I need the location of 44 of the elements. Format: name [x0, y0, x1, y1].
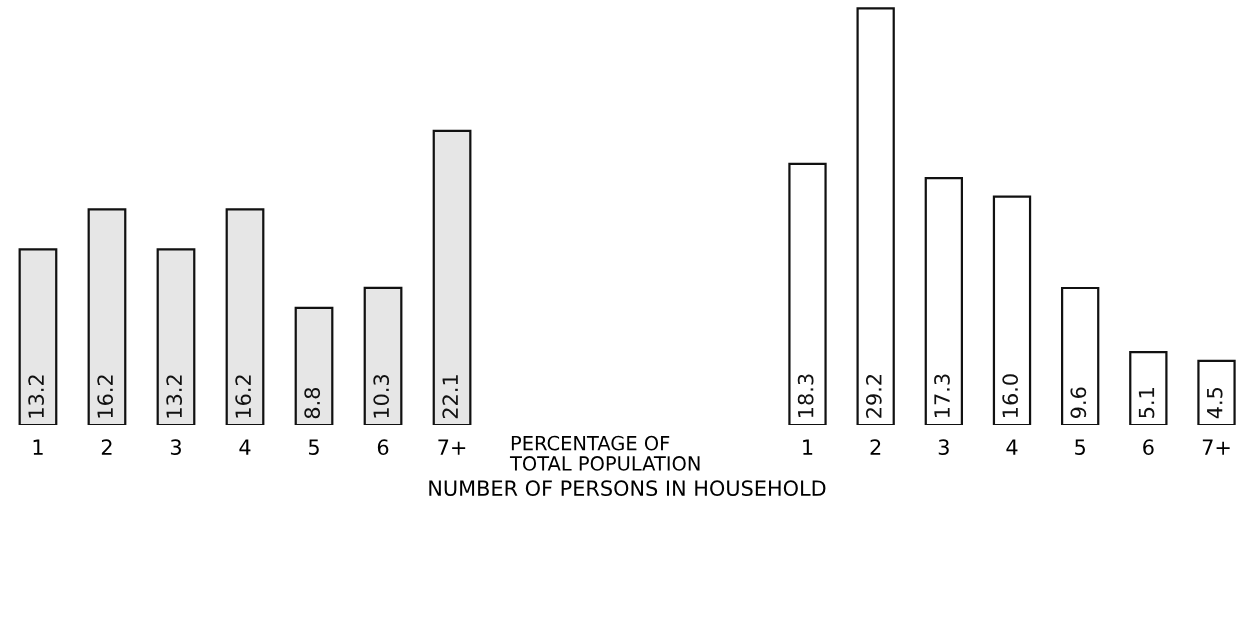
bar — [1129, 351, 1168, 425]
data-label: 13.2 — [28, 375, 44, 418]
data-label: 16.2 — [235, 375, 252, 418]
bar — [924, 177, 964, 425]
x-tick-label: 7+ — [438, 439, 466, 455]
data-label: 18.3 — [797, 374, 814, 417]
x-axis-title: NUMBER OF PERSONS IN HOUSEHOLD — [429, 480, 826, 497]
x-tick-label: 3 — [938, 439, 949, 456]
data-label: 4.5 — [1207, 387, 1223, 419]
data-label: 13.2 — [166, 375, 183, 418]
x-tick-label: 5 — [1075, 439, 1085, 456]
data-label: 9.6 — [1070, 387, 1087, 418]
bar — [432, 129, 472, 425]
x-tick-label: 3 — [170, 439, 181, 456]
x-tick-label: 6 — [1143, 439, 1154, 456]
y-axis-title: PERCENTAGE OF TOTAL POPULATION — [509, 435, 700, 471]
bar — [156, 248, 196, 425]
x-tick-label: 6 — [377, 439, 389, 456]
x-tick-label: 1 — [803, 439, 813, 455]
x-tick-label: 2 — [101, 439, 112, 455]
bar — [225, 208, 265, 425]
data-label: 29.2 — [865, 374, 882, 418]
data-label: 17.3 — [934, 374, 950, 417]
x-tick-label: 4 — [1006, 439, 1018, 455]
bar — [294, 306, 334, 425]
bar — [363, 286, 403, 425]
bar — [87, 208, 127, 425]
data-label: 10.3 — [373, 374, 390, 418]
bar — [788, 162, 827, 425]
bar — [1060, 286, 1100, 425]
bar — [856, 7, 895, 425]
x-tick-label: 4 — [239, 439, 251, 455]
data-label: 16.2 — [97, 375, 114, 418]
x-tick-label: 7+ — [1202, 439, 1230, 455]
data-label: 16.0 — [1002, 374, 1019, 417]
x-tick-label: 5 — [308, 439, 319, 456]
bar — [992, 195, 1032, 425]
x-tick-label: 2 — [870, 439, 881, 455]
x-tick-label: 1 — [33, 439, 43, 455]
data-label: 22.1 — [442, 375, 458, 419]
data-label: 5.1 — [1138, 388, 1155, 418]
data-label: 8.8 — [304, 387, 321, 419]
bar — [1197, 359, 1236, 425]
bar — [18, 248, 58, 425]
